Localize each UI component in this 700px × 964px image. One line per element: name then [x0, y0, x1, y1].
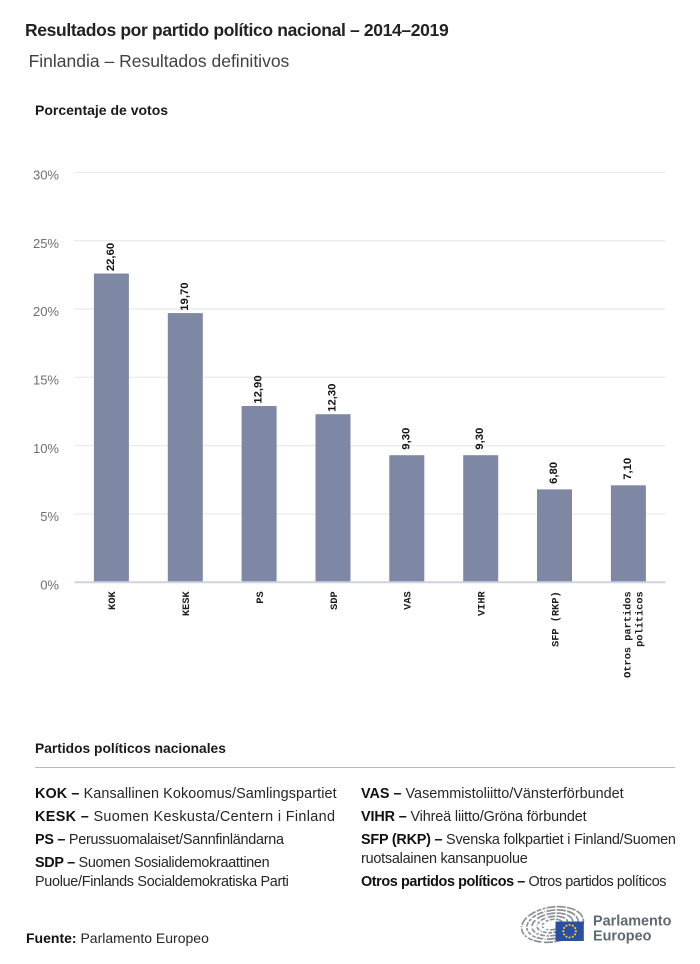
svg-text:30%: 30%	[33, 168, 59, 183]
svg-text:KESK: KESK	[181, 590, 193, 616]
svg-text:5%: 5%	[40, 509, 59, 524]
svg-text:VIHR: VIHR	[477, 590, 489, 616]
svg-text:9,30: 9,30	[400, 428, 412, 450]
svg-text:SDP: SDP	[329, 591, 341, 610]
svg-text:PS: PS	[255, 591, 267, 603]
svg-text:políticos: políticos	[634, 591, 646, 647]
svg-text:22,60: 22,60	[105, 243, 117, 271]
svg-text:12,30: 12,30	[327, 384, 339, 412]
svg-text:19,70: 19,70	[179, 282, 191, 310]
svg-text:SFP (RKP): SFP (RKP)	[550, 591, 562, 647]
svg-text:15%: 15%	[33, 373, 59, 388]
svg-text:25%: 25%	[33, 236, 59, 251]
svg-text:0%: 0%	[40, 578, 59, 593]
svg-text:10%: 10%	[33, 441, 59, 456]
svg-text:Otros partidos: Otros partidos	[622, 591, 634, 678]
svg-text:20%: 20%	[33, 304, 59, 319]
svg-text:VAS: VAS	[403, 591, 415, 610]
svg-text:12,90: 12,90	[253, 375, 265, 403]
svg-text:Europeo: Europeo	[593, 929, 652, 945]
svg-text:9,30: 9,30	[474, 428, 486, 450]
svg-text:6,80: 6,80	[548, 462, 560, 484]
svg-text:KOK: KOK	[107, 590, 119, 609]
svg-text:7,10: 7,10	[622, 458, 634, 480]
svg-text:Parlamento: Parlamento	[593, 914, 672, 930]
